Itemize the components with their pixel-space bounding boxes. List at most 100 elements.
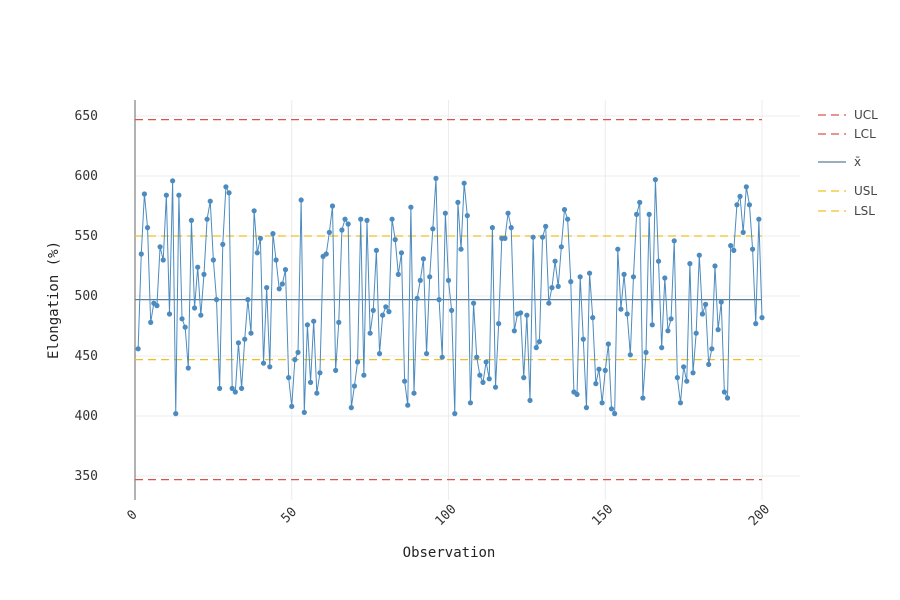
data-point <box>577 274 583 280</box>
data-point <box>339 227 345 233</box>
data-point <box>483 359 489 365</box>
data-point <box>740 229 746 235</box>
x-tick-label: 0 <box>124 507 140 523</box>
data-point <box>405 402 411 408</box>
data-point <box>430 226 436 232</box>
data-point <box>521 375 527 381</box>
data-point <box>655 258 662 264</box>
data-point <box>674 375 680 381</box>
data-point <box>354 359 361 365</box>
data-point <box>718 299 724 305</box>
y-tick-label: 400 <box>75 409 98 424</box>
data-point <box>351 383 358 389</box>
data-point <box>301 409 307 415</box>
data-point <box>260 360 267 366</box>
data-point <box>207 198 213 204</box>
data-point <box>458 246 464 252</box>
data-point <box>289 403 295 409</box>
data-point <box>602 367 608 373</box>
x-tick-label: 50 <box>278 505 300 527</box>
data-point <box>671 238 677 244</box>
data-point <box>235 340 242 346</box>
data-point <box>715 327 721 333</box>
data-point <box>436 297 442 303</box>
data-point <box>687 261 693 267</box>
data-point <box>693 330 699 336</box>
data-point <box>524 312 530 318</box>
legend-label-lsl: LSL <box>854 204 875 218</box>
data-point <box>539 234 546 240</box>
data-point <box>621 271 627 277</box>
data-point <box>182 324 188 330</box>
data-point <box>380 312 386 318</box>
x-axis-title: Observation <box>403 545 496 561</box>
data-point <box>518 310 524 316</box>
data-point <box>417 277 423 283</box>
data-point <box>530 234 536 240</box>
x-tick-label: 150 <box>589 502 616 529</box>
y-tick-label: 600 <box>75 169 98 184</box>
data-point <box>317 370 323 376</box>
data-point <box>298 197 304 203</box>
data-point <box>605 341 611 347</box>
data-point <box>630 274 637 280</box>
data-point <box>314 390 320 396</box>
data-point <box>659 345 665 351</box>
data-point <box>398 250 405 256</box>
data-point <box>646 211 652 217</box>
data-point <box>411 390 417 396</box>
data-point <box>229 385 235 391</box>
data-point <box>286 375 292 381</box>
data-point <box>173 411 179 417</box>
data-point <box>474 354 480 360</box>
data-point <box>217 385 223 391</box>
data-point <box>232 389 238 395</box>
data-point <box>323 251 329 257</box>
reference-lines <box>135 118 762 481</box>
data-point <box>753 321 759 327</box>
data-point <box>307 379 314 385</box>
data-point <box>489 225 495 231</box>
data-point <box>311 318 317 324</box>
data-point <box>574 391 580 397</box>
data-point <box>756 216 762 222</box>
data-point <box>439 354 445 360</box>
data-point <box>702 301 709 307</box>
data-point <box>376 351 383 357</box>
data-point <box>492 384 499 390</box>
data-point <box>348 405 354 411</box>
data-point <box>461 180 467 186</box>
data-point <box>276 286 282 292</box>
data-point <box>684 378 690 384</box>
data-point <box>599 400 605 406</box>
data-point <box>257 235 263 241</box>
data-point <box>527 397 533 403</box>
data-point <box>533 345 539 351</box>
data-point <box>586 270 593 276</box>
data-point <box>508 225 514 231</box>
data-point <box>251 208 257 214</box>
data-point <box>423 351 430 357</box>
data-point <box>558 244 564 250</box>
data-point <box>242 336 248 342</box>
data-point <box>361 372 367 378</box>
y-tick-label: 500 <box>75 289 98 304</box>
data-point <box>734 202 740 208</box>
data-point <box>148 319 154 325</box>
data-point <box>144 225 151 231</box>
data-point <box>279 281 285 287</box>
data-point <box>677 400 684 406</box>
data-point <box>743 184 749 190</box>
data-point <box>254 250 260 256</box>
data-point <box>201 271 207 277</box>
data-point <box>590 315 596 321</box>
data-point <box>141 191 148 197</box>
data-point <box>188 217 195 223</box>
y-tick-label: 650 <box>75 109 98 124</box>
data-point <box>486 376 492 382</box>
data-point <box>414 295 420 301</box>
data-point <box>731 247 737 253</box>
data-point <box>596 366 602 372</box>
data-point <box>345 221 351 227</box>
data-point <box>364 217 370 223</box>
